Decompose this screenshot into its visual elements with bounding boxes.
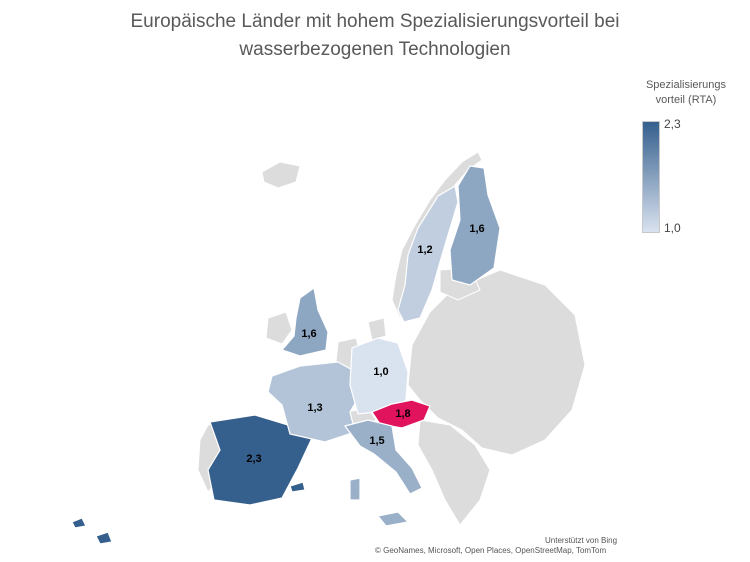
legend-min-label: 1,0 [664, 221, 681, 235]
value-label-austria: 1,8 [395, 408, 410, 420]
value-label-spain: 2,3 [246, 453, 261, 465]
attribution-sources: © GeoNames, Microsoft, Open Places, Open… [375, 546, 606, 555]
ireland-shape [266, 312, 292, 344]
legend-title-line-2: vorteil (RTA) [636, 93, 736, 108]
legend-title-line-1: Spezialisierungs [636, 78, 736, 93]
value-label-sweden: 1,2 [417, 244, 432, 256]
value-label-finland: 1,6 [469, 223, 484, 235]
legend-color-scale [642, 121, 660, 233]
sicily-shape[interactable] [378, 512, 408, 526]
legend-title: Spezialisierungs vorteil (RTA) [636, 78, 736, 108]
legend-max-label: 2,3 [664, 117, 681, 131]
iceland-shape [262, 162, 300, 188]
value-label-united-kingdom: 1,6 [301, 328, 316, 340]
attribution-bing: Unterstützt von Bing [545, 536, 617, 545]
balearic-islands-shape[interactable] [290, 482, 305, 492]
value-label-france: 1,3 [307, 402, 322, 414]
value-label-germany: 1,0 [373, 366, 388, 378]
canary-islands-shape[interactable] [72, 518, 112, 544]
value-label-italy: 1,5 [369, 435, 384, 447]
sardinia-shape[interactable] [350, 478, 360, 500]
denmark-shape [368, 318, 386, 340]
